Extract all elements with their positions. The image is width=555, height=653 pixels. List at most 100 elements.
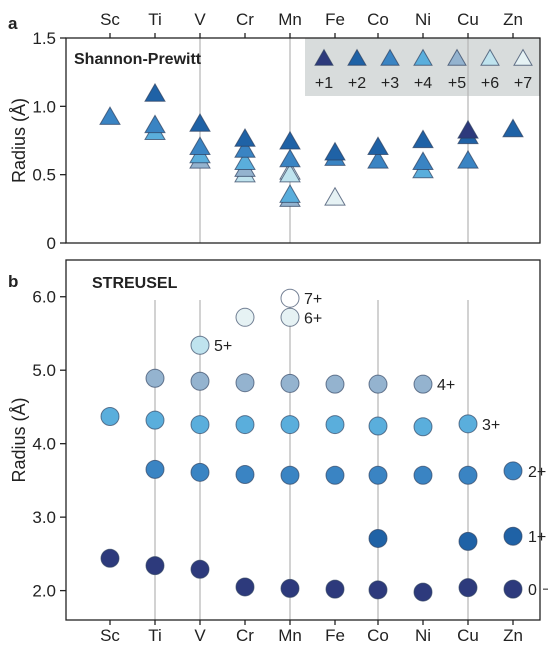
legend-marker-plus1	[314, 48, 334, 66]
circle-0-v	[190, 559, 210, 579]
legend-label-plus1: +1	[315, 75, 333, 92]
triangle-plus2-v	[189, 112, 211, 132]
bottom-category-label-ni: Ni	[415, 626, 431, 645]
circle-2plus-cr	[235, 465, 255, 485]
top-category-label-sc: Sc	[100, 10, 120, 29]
legend-marker-plus6	[480, 48, 500, 66]
triangle-plus3-ti	[144, 114, 166, 134]
triangle-plus3-mn	[279, 148, 301, 168]
circle-0-ni	[413, 582, 433, 602]
triangle-plus2-fe	[324, 141, 346, 161]
circle-3plus-cu	[458, 414, 478, 434]
circle-3plus-fe	[325, 415, 345, 435]
top-category-label-ni: Ni	[415, 10, 431, 29]
circle-0-sc	[100, 548, 120, 568]
series-label-6plus: 6+	[304, 310, 322, 327]
top-category-label-fe: Fe	[325, 10, 345, 29]
panel-b-frame	[65, 259, 541, 621]
circle-0-ti	[145, 556, 165, 576]
triangle-plus3-co	[367, 149, 389, 169]
bottom-category-label-cu: Cu	[457, 626, 479, 645]
circle-2plus-fe	[325, 465, 345, 485]
bottom-category-label-mn: Mn	[278, 626, 302, 645]
y-tick-label-a: 0.5	[32, 166, 56, 185]
bottom-category-label-sc: Sc	[100, 626, 120, 645]
y-axis-label-b: Radius (Å)	[9, 397, 29, 482]
top-category-label-cu: Cu	[457, 10, 479, 29]
bottom-category-label-ti: Ti	[148, 626, 162, 645]
legend-marker-plus5	[447, 48, 467, 66]
circle-3plus-v	[190, 415, 210, 435]
circle-0-mn	[280, 578, 300, 598]
legend-label-plus6: +6	[481, 75, 499, 92]
legend-label-plus2: +2	[348, 75, 366, 92]
top-category-label-zn: Zn	[503, 10, 523, 29]
chart-title-b: STREUSEL	[92, 275, 178, 292]
triangle-plus2-ti	[144, 82, 166, 102]
triangle-plus2-mn	[279, 130, 301, 150]
series-label-5plus: 5+	[214, 338, 232, 355]
circle-3plus-co	[368, 416, 388, 436]
y-tick-label-a: 1.0	[32, 97, 56, 116]
triangle-plus3-cu	[457, 149, 479, 169]
circle-6plus-cr	[235, 307, 255, 327]
top-category-label-co: Co	[367, 10, 389, 29]
bottom-category-label-v: V	[194, 626, 206, 645]
y-tick-label-a: 0	[47, 234, 56, 253]
circle-2plus-ni	[413, 465, 433, 485]
series-label-1plus: 1+	[528, 529, 546, 546]
triangle-plus6-mn	[279, 163, 301, 183]
circle-5plus-v	[190, 335, 210, 355]
triangle-plus3-ni	[412, 151, 434, 171]
triangle-plus7-fe	[324, 186, 346, 206]
bottom-category-label-co: Co	[367, 626, 389, 645]
circle-1plus-cu	[458, 531, 478, 551]
circle-4plus-co	[368, 374, 388, 394]
y-tick-label-b: 6.0	[32, 288, 56, 307]
top-category-label-cr: Cr	[236, 10, 254, 29]
triangle-plus1-cu	[457, 119, 479, 139]
legend-panel-a-background	[305, 38, 540, 96]
top-category-label-mn: Mn	[278, 10, 302, 29]
triangle-plus3-sc	[99, 106, 121, 125]
circle-4plus-fe	[325, 374, 345, 394]
y-tick-label-b: 5.0	[32, 361, 56, 380]
series-label-3plus: 3+	[482, 417, 500, 434]
triangle-plus3-cr	[234, 138, 256, 158]
triangle-plus2-zn	[502, 118, 524, 138]
series-label-4plus: 4+	[437, 377, 455, 394]
legend-marker-plus3	[380, 48, 400, 66]
circle-2plus-zn	[503, 461, 523, 481]
y-tick-label-a: 1.5	[32, 29, 56, 48]
circle-7plus-mn	[280, 288, 300, 308]
top-category-label-v: V	[194, 10, 206, 29]
circle-6plus-mn	[280, 307, 300, 327]
triangle-plus4-mn	[279, 184, 301, 203]
legend-label-plus3: +3	[381, 75, 399, 92]
circle-4plus-v	[190, 371, 210, 391]
circle-4plus-ti	[145, 368, 165, 388]
circle-2plus-co	[368, 465, 388, 485]
legend-marker-plus4	[413, 48, 433, 66]
panel-b-letter: b	[8, 272, 18, 291]
triangle-plus2-co	[367, 136, 389, 155]
legend-label-plus4: +4	[414, 75, 432, 92]
circle-3plus-sc	[100, 406, 120, 426]
circle-3plus-cr	[235, 415, 255, 435]
y-tick-label-b: 2.0	[32, 582, 56, 601]
circle-2plus-v	[190, 462, 210, 482]
legend-label-plus7: +7	[514, 75, 532, 92]
y-tick-label-b: 4.0	[32, 435, 56, 454]
series-label-7plus: 7+	[304, 291, 322, 308]
triangle-plus2-ni	[412, 129, 434, 149]
series-label-2plus: 2+	[528, 464, 546, 481]
circle-2plus-ti	[145, 459, 165, 479]
circle-4plus-cr	[235, 373, 255, 393]
triangle-plus4-cr	[234, 151, 256, 171]
legend-marker-plus2	[347, 48, 367, 66]
circle-0-cu	[458, 578, 478, 598]
bottom-category-label-fe: Fe	[325, 626, 345, 645]
series-label-0: 0	[528, 582, 537, 599]
